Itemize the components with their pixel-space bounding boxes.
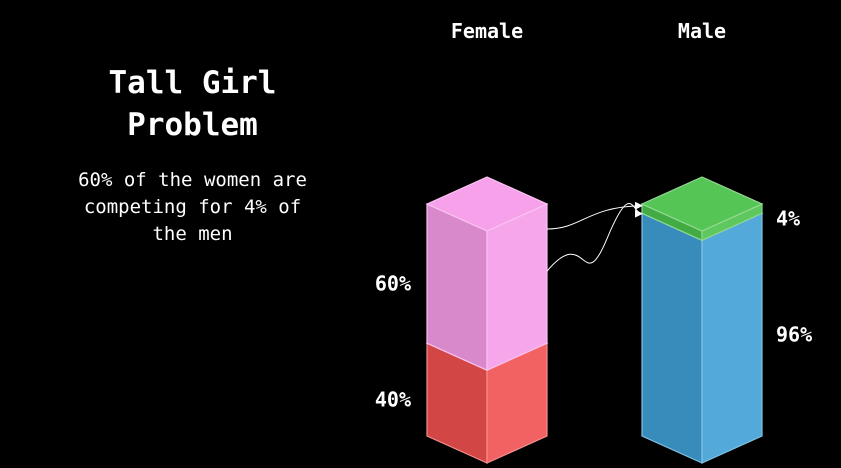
bar-male-segment-2 (640, 176, 764, 242)
annotation-arrow-2 (546, 202, 643, 272)
data-label-female-1: 40% (375, 388, 411, 412)
bar-female-segment-2 (425, 176, 549, 372)
data-label-male-2: 4% (776, 207, 800, 231)
chart-title: Tall Girl Problem (108, 65, 277, 143)
chart-subtitle: 60% of the women are competing for 4% of… (78, 169, 307, 245)
data-label-female-2: 60% (375, 272, 411, 296)
category-label-male: Male (678, 19, 726, 43)
annotation-arrow-1 (546, 201, 643, 230)
data-label-male-1: 96% (776, 323, 812, 347)
category-label-female: Female (451, 19, 523, 43)
